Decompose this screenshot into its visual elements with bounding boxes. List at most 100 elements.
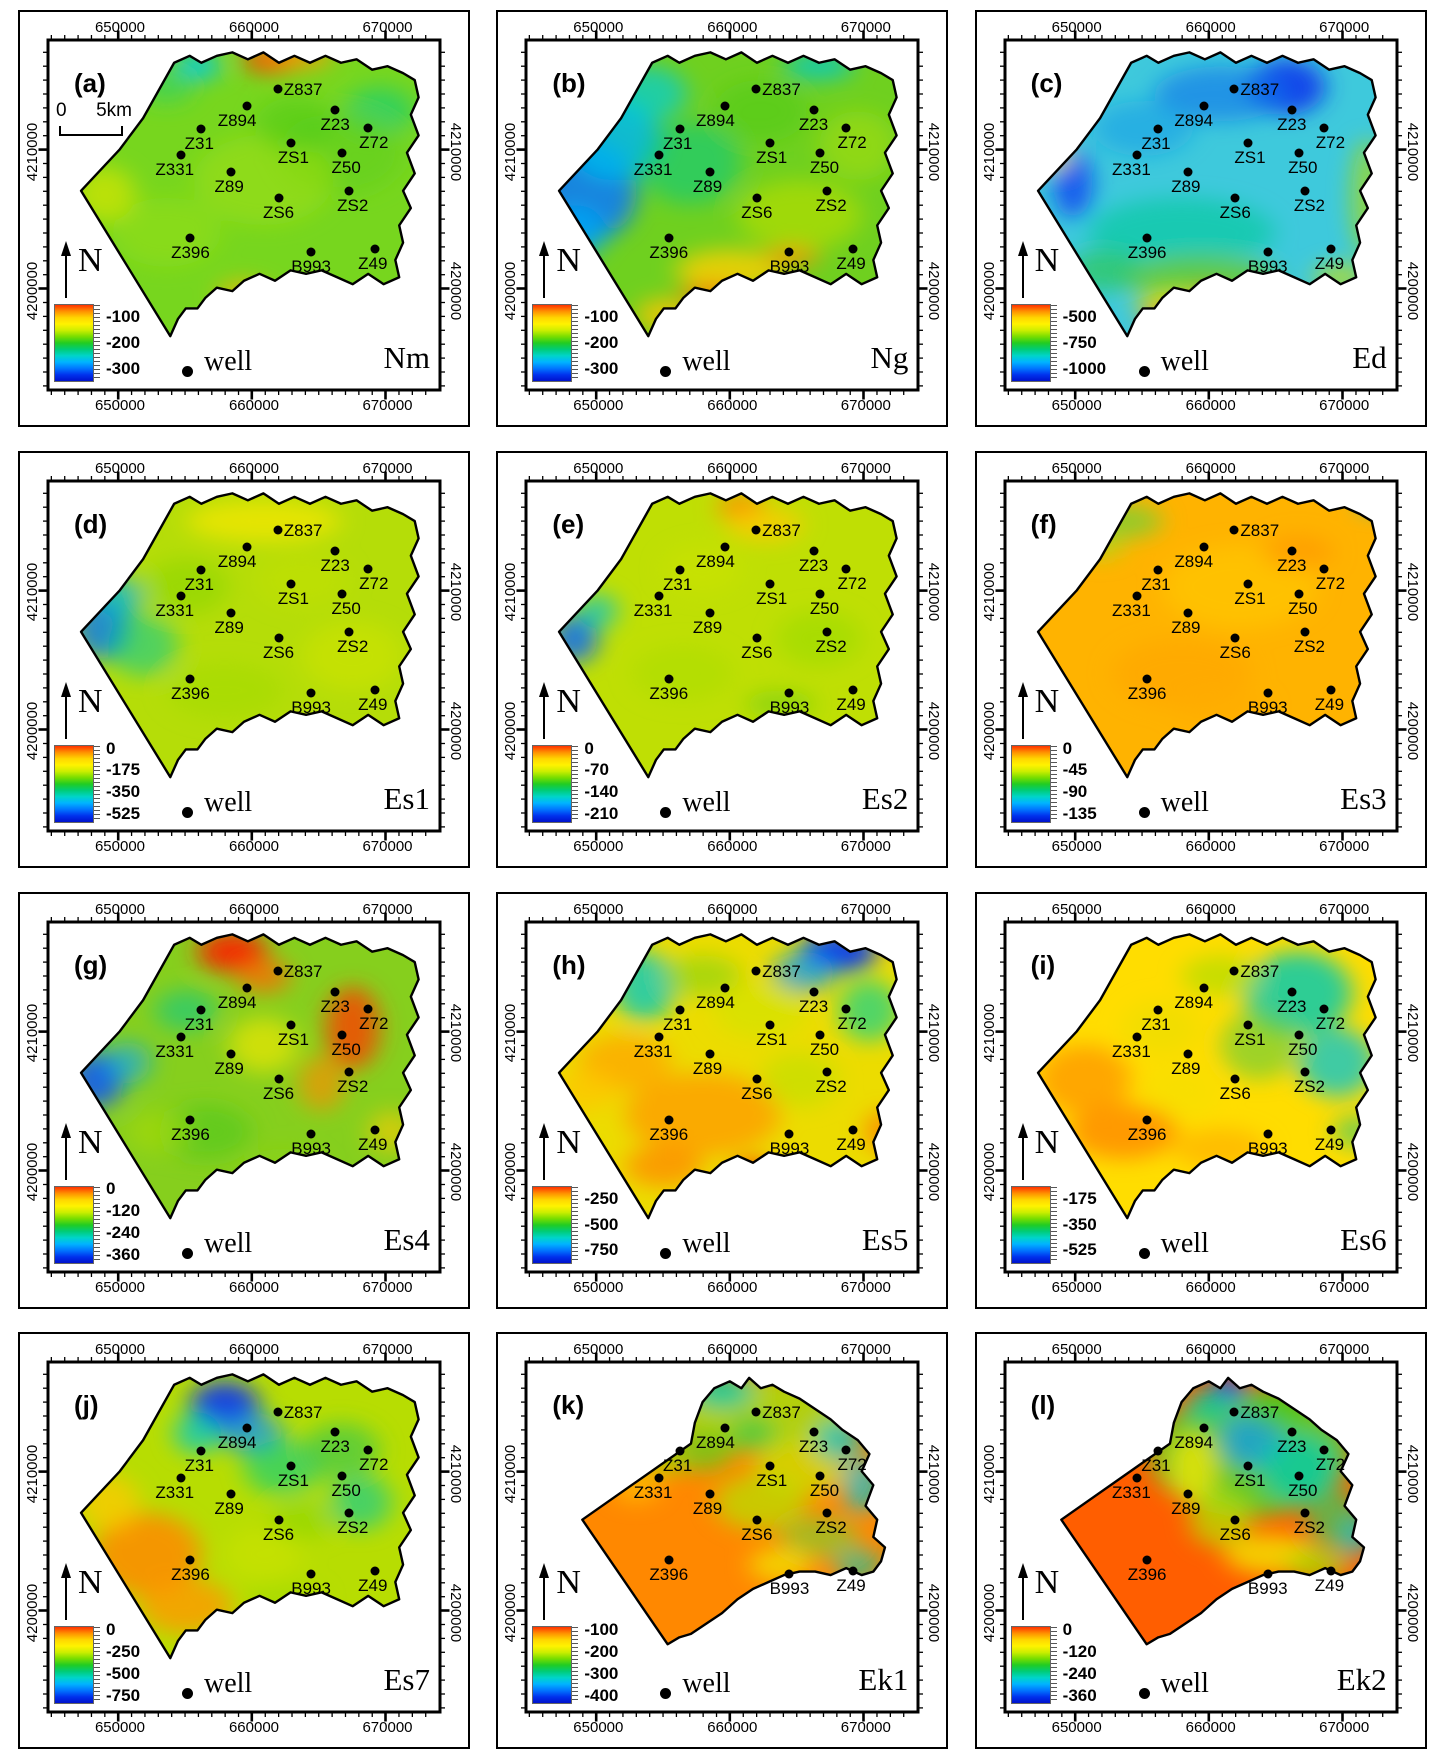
stratigraphic-unit-label: Nm — [383, 340, 431, 375]
panel-letter: (h) — [552, 949, 586, 980]
color-scale-labels: 0 -45 -90 -135 — [1062, 740, 1133, 824]
color-scale-legend: -500 -750 -1000 — [1010, 304, 1106, 382]
x-tick-label-top: 670000 — [1319, 1341, 1370, 1359]
well-legend-dot — [1138, 1688, 1150, 1700]
y-tick-label-right: 4210000 — [447, 1444, 464, 1504]
north-arrow-icon — [539, 1563, 550, 1621]
y-tick-label-right: 4200000 — [447, 702, 464, 761]
contour-map — [1007, 924, 1395, 1270]
x-tick-label-top: 650000 — [1051, 900, 1102, 918]
x-tick-label-top: 650000 — [573, 459, 624, 477]
color-scale-bar — [1010, 1626, 1057, 1705]
color-scale-ticks — [572, 1627, 579, 1704]
y-tick-label-left: 4210000 — [502, 122, 520, 181]
color-scale-value: -250 — [584, 1188, 619, 1208]
well-legend-label: well — [1160, 786, 1209, 818]
x-tick-label-top: 670000 — [362, 1341, 413, 1359]
x-tick-label-bottom: 670000 — [1319, 1278, 1370, 1296]
contour-map — [528, 1364, 916, 1710]
color-scale-legend: 0 -175 -350 -525 — [54, 740, 140, 823]
color-scale-ticks — [94, 1186, 100, 1263]
color-scale-ticks — [1050, 1627, 1057, 1704]
y-tick-label-right: 4210000 — [925, 1003, 943, 1063]
y-tick-label-left: 4210000 — [24, 122, 41, 181]
x-tick-label-top: 660000 — [1185, 1341, 1236, 1359]
axis-frame-and-ticks — [516, 471, 928, 841]
y-tick-label-right: 4200000 — [925, 702, 943, 761]
y-tick-label-left: 4200000 — [980, 261, 998, 320]
map-frame: Z837 Z894 Z23 Z72 Z31 Z331 ZS1 Z50 Z89 ZS6 ZS2 Z396… — [1007, 1364, 1395, 1710]
axis-frame-and-ticks — [995, 30, 1407, 400]
panel-border-box: 650000 650000 660000 660000 670000 670000 4210… — [18, 1332, 470, 1750]
color-scale-value: -525 — [106, 804, 141, 824]
color-scale-bar — [532, 1185, 579, 1264]
color-scale-legend: 0 -45 -90 -135 — [1010, 740, 1097, 823]
north-label: N — [1034, 682, 1060, 720]
well-legend-label: well — [1160, 1668, 1209, 1700]
x-tick-label-bottom: 670000 — [1319, 837, 1370, 855]
color-scale-value: -135 — [1062, 804, 1097, 824]
color-scale-legend: 0 -70 -140 -210 — [532, 740, 618, 823]
y-tick-label-left: 4200000 — [24, 1142, 41, 1202]
x-tick-label-bottom: 650000 — [94, 1278, 146, 1296]
y-tick-label-right: 4210000 — [447, 563, 464, 622]
axis-frame-and-ticks — [38, 912, 450, 1281]
color-scale-value: -200 — [584, 333, 619, 352]
color-scale-legend: 0 -250 -500 -750 — [54, 1621, 140, 1705]
y-tick-label-right: 4210000 — [1403, 122, 1421, 181]
map-frame: Z837 Z894 Z23 Z72 Z31 Z331 ZS1 Z50 Z89 ZS6 ZS2 Z396… — [1007, 483, 1395, 829]
contour-map — [528, 924, 916, 1270]
x-tick-label-bottom: 650000 — [94, 837, 146, 855]
x-tick-label-bottom: 670000 — [840, 837, 891, 855]
well-legend-label: well — [682, 1668, 731, 1700]
well-legend-label: well — [1160, 346, 1209, 377]
x-tick-label-bottom: 660000 — [707, 837, 758, 855]
x-tick-label-top: 650000 — [94, 19, 146, 36]
x-tick-label-top: 650000 — [94, 459, 146, 477]
well-legend: well — [178, 1668, 308, 1708]
north-arrow: N — [56, 240, 128, 302]
y-tick-label-left: 4210000 — [502, 1444, 520, 1504]
color-scale-value: -750 — [584, 1240, 619, 1260]
color-scale-value: -300 — [584, 1663, 619, 1683]
axis-frame-and-ticks — [995, 1352, 1407, 1722]
well-legend: well — [1135, 1228, 1265, 1268]
x-tick-label-top: 660000 — [228, 1341, 280, 1359]
north-label: N — [556, 682, 581, 720]
stratigraphic-unit-label: Es4 — [383, 1221, 431, 1257]
color-scale-labels: -250 -500 -750 — [584, 1186, 654, 1264]
color-scale-value: -300 — [106, 358, 141, 378]
color-scale-value: -200 — [584, 1641, 619, 1661]
x-tick-label-bottom: 670000 — [1319, 397, 1370, 414]
x-tick-label-bottom: 650000 — [1051, 837, 1102, 855]
map-panel-h: 650000 650000 660000 660000 670000 670000 4210… — [478, 882, 956, 1323]
color-scale-labels: -100 -200 -300 — [584, 304, 654, 382]
well-legend: well — [656, 787, 786, 827]
well-legend-label: well — [682, 346, 731, 377]
color-scale-legend: -175 -350 -525 — [1010, 1185, 1097, 1264]
y-tick-label-right: 4210000 — [925, 1444, 943, 1504]
map-frame: Z837 Z894 Z23 Z72 Z31 Z331 ZS1 Z50 Z89 ZS6 ZS2 Z396… — [528, 924, 916, 1270]
well-legend: well — [656, 346, 786, 386]
y-tick-label-right: 4200000 — [1403, 702, 1421, 761]
color-scale-value: -525 — [1062, 1240, 1097, 1260]
map-frame: Z837 Z894 Z23 Z72 Z31 Z331 ZS1 Z50 Z89 ZS6 ZS2 Z396… — [528, 42, 916, 388]
color-scale-labels: -100 -200 -300 -400 — [584, 1621, 654, 1704]
y-tick-label-left: 4200000 — [980, 1142, 998, 1202]
color-scale-ticks — [572, 745, 579, 822]
panel-letter: (d) — [74, 508, 108, 539]
stratigraphic-unit-label: Es6 — [1340, 1221, 1387, 1257]
well-legend: well — [656, 1228, 786, 1268]
panel-letter: (e) — [552, 508, 585, 539]
x-tick-label-bottom: 670000 — [840, 1278, 891, 1296]
x-tick-label-top: 660000 — [707, 459, 758, 477]
x-tick-label-bottom: 670000 — [1319, 1719, 1370, 1737]
stratigraphic-unit-label: Es5 — [861, 1221, 909, 1257]
north-arrow: N — [534, 681, 606, 743]
well-legend: well — [178, 346, 308, 386]
y-tick-label-right: 4200000 — [1403, 1583, 1421, 1642]
contour-map — [528, 483, 916, 829]
color-scale-bar — [1010, 744, 1057, 823]
color-scale-value: -360 — [106, 1244, 141, 1264]
color-scale-bar — [54, 1185, 100, 1264]
